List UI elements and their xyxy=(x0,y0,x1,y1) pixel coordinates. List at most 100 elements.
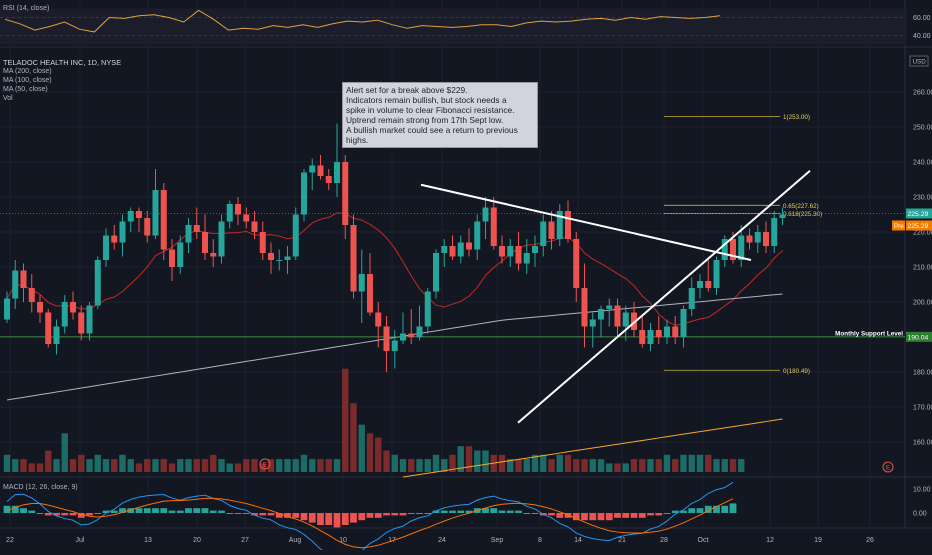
macd-histogram-bar xyxy=(366,513,374,518)
volume-bar xyxy=(482,450,489,472)
volume-bar xyxy=(573,459,580,472)
macd-histogram-bar xyxy=(53,513,60,516)
volume-bar xyxy=(408,459,415,472)
macd-histogram-bar xyxy=(515,510,522,513)
volume-bar xyxy=(333,459,341,472)
candle-body xyxy=(589,319,596,327)
candle-body xyxy=(136,211,142,218)
volume-bar xyxy=(606,463,613,472)
candle-body xyxy=(532,246,538,253)
volume-bar xyxy=(424,459,431,472)
macd-histogram-bar xyxy=(333,513,341,528)
candle-body xyxy=(622,312,629,327)
macd-tick-label: 10.00 xyxy=(913,487,931,494)
candle-body xyxy=(730,239,736,260)
volume-bar xyxy=(28,463,35,472)
candle-body xyxy=(540,221,547,246)
candle-body xyxy=(284,256,291,260)
candle-body xyxy=(441,246,448,253)
signal-line xyxy=(6,497,734,549)
candle-body xyxy=(375,312,382,327)
macd-histogram-bar xyxy=(647,513,654,516)
rsi-tick-label: 40.00 xyxy=(913,33,931,40)
x-tick-label: 13 xyxy=(144,537,152,544)
candle-body xyxy=(507,246,514,257)
volume-bar xyxy=(597,459,605,472)
macd-histogram-bar xyxy=(531,513,539,514)
candle-body xyxy=(771,218,778,246)
candle-body xyxy=(350,225,357,292)
x-tick-label: Aug xyxy=(289,537,302,544)
annotation-note[interactable]: Alert set for a break above $229. Indica… xyxy=(342,82,538,148)
pre-tag-box xyxy=(892,220,905,231)
candle-body xyxy=(474,221,481,250)
volume-bar xyxy=(391,454,398,472)
y-tick-label: 200.00 xyxy=(913,300,932,307)
candle-body xyxy=(466,242,472,250)
macd-histogram-bar xyxy=(28,510,36,513)
macd-histogram-bar xyxy=(663,513,671,514)
volume-bar xyxy=(53,459,60,472)
x-tick-label: 21 xyxy=(618,537,626,544)
pre-price-tag-box xyxy=(906,220,932,231)
macd-histogram-bar xyxy=(317,513,324,525)
candle-body xyxy=(573,239,580,288)
x-tick-label: 14 xyxy=(574,537,582,544)
macd-histogram-bar xyxy=(729,503,737,513)
macd-histogram-bar xyxy=(44,513,52,516)
macd-histogram-bar xyxy=(704,505,712,513)
candle-body xyxy=(226,204,233,222)
macd-histogram-bar xyxy=(424,513,432,514)
macd-histogram-bar xyxy=(688,508,696,513)
macd-histogram-bar xyxy=(275,513,283,518)
candle-body xyxy=(631,312,637,330)
candle-body xyxy=(763,232,769,246)
volume-bar xyxy=(210,454,217,472)
candle-body xyxy=(152,190,159,236)
macd-histogram-bar xyxy=(399,513,407,516)
candle-body xyxy=(243,214,250,222)
macd-histogram-bar xyxy=(201,508,209,513)
earnings-marker-label: E xyxy=(263,463,267,469)
macd-histogram-bar xyxy=(218,510,225,513)
volume-bar xyxy=(589,459,596,472)
currency-label: USD xyxy=(913,59,927,66)
candle-body xyxy=(457,242,464,257)
annotation-line-3: spike in volume to clear Fibonacci resis… xyxy=(346,105,515,115)
candle-body xyxy=(548,221,555,239)
y-tick-label: 170.00 xyxy=(913,405,932,412)
volume-bar xyxy=(177,459,184,472)
candle-body xyxy=(202,232,208,253)
macd-histogram-bar xyxy=(655,513,663,516)
macd-histogram-bar xyxy=(440,510,448,513)
candle-body xyxy=(565,211,571,239)
candle-body xyxy=(177,242,184,267)
candle-body xyxy=(746,235,753,243)
macd-histogram-bar xyxy=(300,513,308,521)
candle-body xyxy=(111,235,118,243)
macd-histogram-bar xyxy=(325,513,333,525)
volume-bar xyxy=(284,459,291,472)
earnings-marker-oct xyxy=(882,461,894,473)
macd-histogram-bar xyxy=(597,513,605,521)
volume-bar xyxy=(383,450,390,472)
volume-bar xyxy=(647,459,654,472)
volume-bar xyxy=(441,459,448,472)
volume-bar xyxy=(152,459,159,472)
candle-body xyxy=(449,246,456,257)
volume-bar xyxy=(185,459,192,472)
annotation-line-1: Alert set for a break above $229. xyxy=(346,85,468,95)
macd-histogram-bar xyxy=(523,513,531,514)
candle-body xyxy=(672,326,679,337)
candle-body xyxy=(779,214,786,218)
volume-bar xyxy=(276,459,283,472)
ma200-line xyxy=(402,418,783,478)
candle-body xyxy=(490,207,497,246)
volume-bar xyxy=(358,424,365,472)
volume-bar xyxy=(94,454,101,472)
x-tick-label: 20 xyxy=(193,537,201,544)
candle-body xyxy=(342,162,349,225)
volume-bar xyxy=(680,454,687,472)
